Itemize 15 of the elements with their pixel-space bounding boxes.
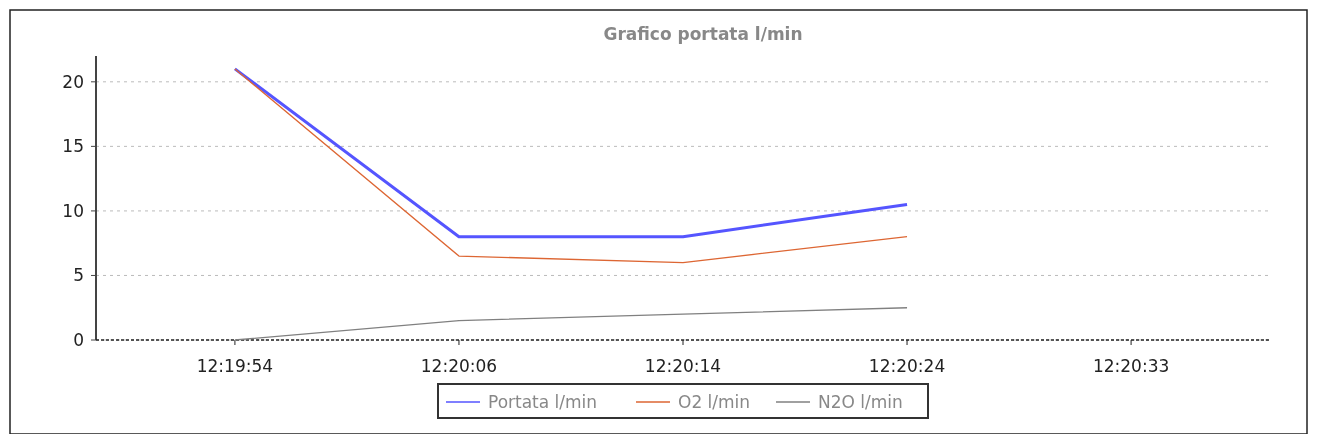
legend-label: Portata l/min	[488, 391, 598, 412]
x-tick-label: 12:19:54	[196, 356, 274, 376]
y-tick-label: 5	[73, 265, 84, 286]
x-tick-label: 12:20:33	[1092, 356, 1170, 376]
legend-label: O2 l/min	[678, 391, 751, 412]
line-series	[234, 307, 908, 341]
chart-title: Grafico portata l/min	[603, 24, 803, 44]
legend-label: N2O l/min	[818, 391, 903, 412]
y-tick-label: 10	[62, 200, 84, 221]
x-tick-label: 12:20:06	[420, 356, 498, 376]
y-tick-label: 15	[62, 136, 84, 157]
y-tick-label: 0	[73, 329, 84, 350]
x-tick-label: 12:20:24	[868, 356, 946, 376]
x-tick-label: 12:20:14	[644, 356, 722, 376]
y-tick-label: 20	[62, 71, 84, 92]
